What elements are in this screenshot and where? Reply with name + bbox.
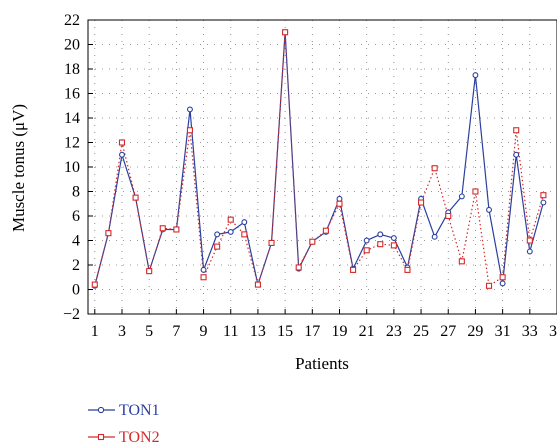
series-line-ton2 [94,32,544,287]
series-markers [91,29,547,289]
x-tick-label: 15 [277,323,293,340]
y-tick-label: 2 [72,257,80,274]
data-point-ton1 [486,206,492,213]
y-tick-label: 14 [64,110,80,127]
data-point-ton2 [146,268,153,275]
data-point-ton2 [91,281,98,288]
data-point-ton1 [214,231,221,238]
data-point-ton1 [200,266,207,273]
data-point-ton2 [118,139,126,146]
x-tick-label: 23 [386,323,402,340]
data-point-ton2 [214,243,221,250]
series-line-ton1 [94,32,544,287]
data-point-ton2 [322,227,329,234]
x-tick-label: 9 [200,323,208,340]
y-tick-label: 12 [64,135,80,152]
data-point-ton2 [309,238,316,245]
data-point-ton2 [485,282,493,289]
x-tick-label: 7 [172,323,180,340]
data-point-ton1 [540,199,547,206]
data-point-ton2 [336,200,343,207]
grid-lines [88,20,557,314]
data-point-ton2 [282,29,289,36]
data-point-ton1 [390,235,397,242]
axis-ticks [88,19,557,315]
data-point-ton2 [540,192,547,199]
data-point-ton1 [526,248,533,255]
y-tick-label: 8 [72,184,80,201]
data-point-ton1 [431,233,438,240]
data-point-ton2 [431,165,438,172]
x-tick-label: 25 [413,323,429,340]
data-point-ton2 [418,199,425,206]
data-point-ton1 [187,106,193,113]
data-point-ton2 [173,226,180,233]
data-point-ton2 [159,225,166,232]
data-point-ton1 [377,231,384,238]
x-tick-label: 3 [118,323,126,340]
data-point-ton2 [513,127,520,134]
x-tick-label: 13 [250,323,266,340]
data-point-ton1 [119,151,125,158]
data-point-ton2 [526,237,533,244]
data-point-ton2 [295,264,302,271]
y-axis-title: Muscle tonus (μV) [9,104,28,232]
y-tick-label: −2 [63,306,80,323]
data-point-ton2 [227,216,234,223]
x-tick-label: 27 [440,323,456,340]
data-point-ton1 [227,228,234,235]
x-tick-label: 21 [359,323,375,340]
data-point-ton2 [241,231,248,238]
data-point-ton1 [499,280,506,287]
y-tick-label: 20 [64,37,80,54]
data-point-ton2 [377,241,384,248]
data-point-ton2 [390,242,397,249]
data-point-ton2 [132,194,139,201]
legend: TON1 TON2 [88,402,160,445]
legend-marker-ton1 [97,406,105,414]
data-point-ton2 [404,266,411,273]
y-tick-label: 10 [64,159,80,176]
data-point-ton2 [458,258,465,265]
data-point-ton2 [350,266,357,273]
data-point-ton2 [200,274,207,281]
legend-label-ton1: TON1 [119,402,160,419]
y-tick-label: 22 [64,12,80,29]
x-tick-label: 35 [549,323,557,340]
data-point-ton2 [363,247,370,254]
legend-label-ton2: TON2 [119,429,160,445]
data-point-ton1 [363,237,370,244]
data-point-ton2 [105,230,112,237]
data-point-ton1 [458,193,465,200]
x-tick-label: 33 [522,323,538,340]
data-point-ton1 [472,72,479,79]
x-tick-label: 29 [467,323,483,340]
data-point-ton2 [445,212,452,220]
data-point-ton2 [499,274,506,281]
legend-marker-ton2 [97,433,105,441]
y-tick-label: 0 [72,282,80,299]
data-point-ton1 [336,195,343,202]
x-tick-label: 17 [304,323,320,340]
series-lines [94,32,544,287]
data-point-ton1 [241,219,248,226]
x-tick-label: 11 [223,323,238,340]
data-point-ton2 [186,127,194,134]
y-tick-label: 16 [64,86,80,103]
x-tick-label: 5 [145,323,153,340]
x-tick-label: 1 [91,323,99,340]
data-point-ton1 [513,151,520,158]
y-tick-label: 6 [72,208,80,225]
y-tick-label: 4 [72,233,80,250]
y-tick-label: 18 [64,61,80,78]
x-tick-label: 19 [331,323,347,340]
data-point-ton2 [254,281,261,288]
x-tick-label: 31 [495,323,511,340]
data-point-ton2 [268,239,275,246]
data-point-ton2 [472,188,479,195]
x-axis-title: Patients [295,354,349,373]
